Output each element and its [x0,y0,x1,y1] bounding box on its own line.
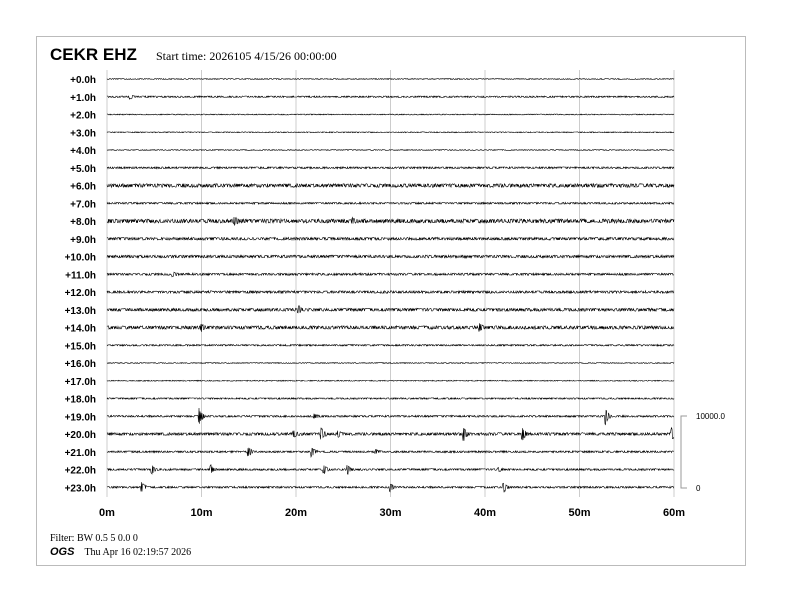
scale-bottom-label: 0 [696,484,701,493]
row-label: +8.0h [70,217,96,228]
trace-row [106,271,675,278]
row-label: +5.0h [70,164,96,175]
trace-row [106,254,675,259]
row-label: +4.0h [70,146,96,157]
x-tick-label: 60m [663,507,685,519]
row-label: +0.0h [70,75,96,86]
row-label: +12.0h [65,288,96,299]
row-label: +20.0h [65,430,96,441]
trace-row [106,304,675,314]
trace-row [106,131,675,134]
trace-row [107,113,675,116]
x-tick-label: 20m [285,507,307,519]
footer-timestamp: Thu Apr 16 02:19:57 2026 [84,547,192,558]
trace-row [106,236,675,242]
trace-row [106,95,675,100]
row-label: +16.0h [65,359,96,370]
trace-row [106,396,675,401]
trace-row [107,165,675,170]
scale-bar [680,415,687,489]
trace-row [106,379,675,382]
org-logo: OGS [50,546,75,558]
footer-line: OGS Thu Apr 16 02:19:57 2026 [50,546,191,558]
row-label: +7.0h [70,199,96,210]
row-label: +21.0h [65,448,96,459]
filter-label: Filter: BW 0.5 5 0.0 0 [50,533,138,544]
row-label: +9.0h [70,235,96,246]
row-label: +15.0h [65,341,96,352]
row-label: +2.0h [70,111,96,122]
row-label: +10.0h [65,253,96,264]
x-tick-label: 40m [474,507,496,519]
trace-row [107,362,675,364]
plot-frame [36,36,746,566]
trace-row [106,323,675,332]
trace-row [106,289,675,295]
row-label: +17.0h [65,377,96,388]
row-label: +19.0h [65,412,96,423]
row-label: +22.0h [65,466,96,477]
row-label: +14.0h [65,324,96,335]
trace-row [106,482,674,493]
row-label: +6.0h [70,182,96,193]
row-label: +23.0h [65,483,96,494]
scale-top-label: 10000.0 [696,412,725,421]
row-label: +3.0h [70,128,96,139]
row-label: +13.0h [65,306,96,317]
trace-row [107,447,674,459]
trace-row [106,343,675,347]
x-tick-label: 0m [99,507,115,519]
x-tick-label: 50m [568,507,590,519]
x-tick-label: 30m [379,507,401,519]
start-time: Start time: 2026105 4/15/26 00:00:00 [156,49,337,63]
trace-row [106,78,675,80]
trace-row [107,407,675,426]
trace-row [106,426,675,441]
trace-row [106,216,675,226]
station-title: CEKR EHZ [50,45,137,64]
row-label: +11.0h [65,270,96,281]
trace-row [106,149,675,151]
trace-row [106,182,675,189]
row-label: +1.0h [70,93,96,104]
x-tick-label: 10m [190,507,212,519]
row-label: +18.0h [65,395,96,406]
trace-row [106,201,675,206]
trace-row [106,464,675,475]
